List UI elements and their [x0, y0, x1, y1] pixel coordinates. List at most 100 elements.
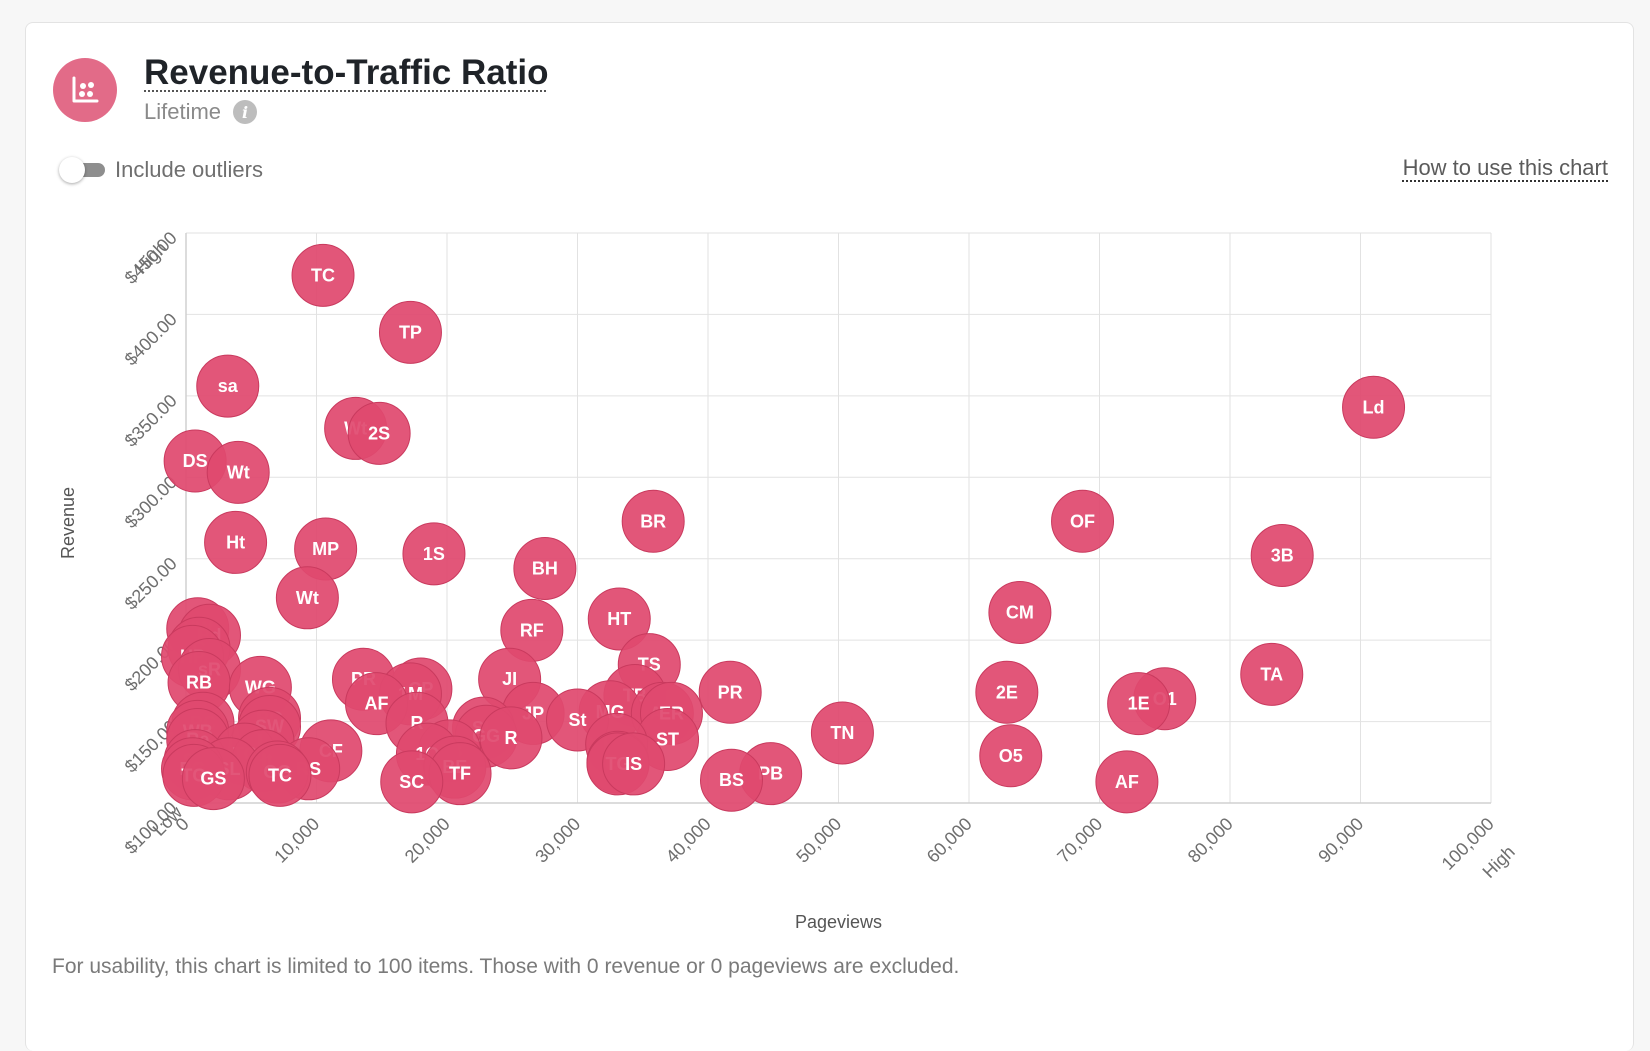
data-point[interactable]: 1S — [402, 522, 466, 586]
data-points: TCTPsaWt2SDSWtLdHtMP1SBRBHOF3BWtRFHTCMHW… — [161, 243, 1406, 814]
point-label: PB — [758, 764, 783, 784]
data-point[interactable]: sa — [196, 354, 260, 418]
point-marker[interactable] — [275, 566, 339, 630]
point-label: 1S — [423, 544, 445, 564]
data-point[interactable]: AF — [1095, 750, 1159, 814]
point-label: BH — [532, 558, 558, 578]
include-outliers-toggle[interactable]: Include outliers — [59, 156, 263, 184]
point-marker[interactable] — [1342, 375, 1406, 439]
point-marker[interactable] — [587, 587, 651, 651]
x-tick-label: 70,000 — [1053, 814, 1106, 867]
point-label: HT — [607, 609, 631, 629]
data-point[interactable]: RB — [167, 650, 231, 714]
point-label: Ht — [226, 532, 245, 552]
data-point[interactable]: Ld — [1342, 375, 1406, 439]
point-marker[interactable] — [181, 747, 245, 811]
data-point[interactable]: SC — [380, 750, 444, 814]
data-point[interactable]: BS — [699, 748, 763, 812]
point-marker[interactable] — [988, 580, 1052, 644]
point-label: Wt — [227, 462, 250, 482]
x-tick-label: 50,000 — [792, 814, 845, 867]
data-point[interactable]: 3B — [1250, 523, 1314, 587]
chart-card: Revenue-to-Traffic Ratio Lifetime i Incl… — [25, 22, 1634, 1051]
point-marker[interactable] — [204, 510, 268, 574]
point-marker[interactable] — [1250, 523, 1314, 587]
data-point[interactable]: Wt — [275, 566, 339, 630]
point-marker[interactable] — [621, 489, 685, 553]
y-tick-label: $400.00 — [121, 309, 181, 369]
point-marker[interactable] — [975, 660, 1039, 724]
data-point[interactable]: IS — [602, 732, 666, 796]
scatter-chart: 0 10,000 20,000 30,000 40,000 50,000 60,000 70,… — [58, 228, 1519, 932]
data-point[interactable]: TA — [1240, 642, 1304, 706]
data-point[interactable]: GS — [181, 747, 245, 811]
point-marker[interactable] — [378, 300, 442, 364]
x-high-label: High — [1479, 842, 1519, 882]
point-label: O5 — [999, 746, 1023, 766]
data-point[interactable]: 1E — [1107, 672, 1171, 736]
point-marker[interactable] — [479, 706, 543, 770]
point-label: CM — [1006, 602, 1034, 622]
x-tick-label: 10,000 — [270, 814, 323, 867]
point-marker[interactable] — [291, 243, 355, 307]
point-label: AF — [365, 694, 389, 714]
data-point[interactable]: CM — [988, 580, 1052, 644]
data-point[interactable]: PR — [698, 660, 762, 724]
point-marker[interactable] — [1095, 750, 1159, 814]
data-point[interactable]: 2S — [347, 401, 411, 465]
data-point[interactable]: 2E — [975, 660, 1039, 724]
how-to-use-link[interactable]: How to use this chart — [1402, 155, 1608, 180]
point-label: 2E — [996, 682, 1018, 702]
data-point[interactable]: OF — [1051, 489, 1115, 553]
data-point[interactable]: TP — [378, 300, 442, 364]
y-axis-title: Revenue — [58, 487, 78, 559]
point-marker[interactable] — [602, 732, 666, 796]
point-marker[interactable] — [1051, 489, 1115, 553]
point-marker[interactable] — [380, 750, 444, 814]
point-label: PR — [718, 682, 743, 702]
point-label: TC — [311, 265, 335, 285]
info-icon[interactable]: i — [233, 100, 258, 124]
data-point[interactable]: MP — [294, 517, 358, 581]
toggle-switch[interactable] — [59, 156, 105, 184]
point-label: sa — [218, 376, 239, 396]
data-point[interactable]: HT — [587, 587, 651, 651]
point-label: 2S — [368, 423, 390, 443]
point-label: RB — [186, 672, 212, 692]
point-label: SC — [399, 772, 424, 792]
point-label: TA — [1260, 664, 1283, 684]
data-point[interactable]: TC — [248, 743, 312, 807]
data-point[interactable]: TN — [810, 701, 874, 765]
data-point[interactable]: BH — [513, 536, 577, 600]
point-marker[interactable] — [513, 536, 577, 600]
point-label: BR — [640, 511, 666, 531]
point-marker[interactable] — [248, 743, 312, 807]
point-label: ST — [656, 729, 679, 749]
point-marker[interactable] — [1107, 672, 1171, 736]
point-label: RF — [520, 620, 544, 640]
point-label: TP — [399, 322, 422, 342]
data-point[interactable]: R — [479, 706, 543, 770]
point-label: St — [569, 710, 587, 730]
data-point[interactable]: Wt — [206, 440, 270, 504]
point-marker[interactable] — [1240, 642, 1304, 706]
point-marker[interactable] — [810, 701, 874, 765]
point-marker[interactable] — [699, 748, 763, 812]
point-marker[interactable] — [402, 522, 466, 586]
data-point[interactable]: TC — [291, 243, 355, 307]
y-tick-label: $250.00 — [121, 553, 181, 613]
point-marker[interactable] — [196, 354, 260, 418]
data-point[interactable]: O5 — [979, 724, 1043, 788]
point-marker[interactable] — [698, 660, 762, 724]
chart-title[interactable]: Revenue-to-Traffic Ratio — [144, 53, 549, 92]
point-label: OF — [1070, 511, 1095, 531]
data-point[interactable]: BR — [621, 489, 685, 553]
point-marker[interactable] — [206, 440, 270, 504]
data-point[interactable]: TF — [428, 742, 492, 806]
data-point[interactable]: RF — [500, 598, 564, 662]
data-point[interactable]: Ht — [204, 510, 268, 574]
point-label: JI — [502, 669, 517, 689]
point-marker[interactable] — [347, 401, 411, 465]
point-marker[interactable] — [979, 724, 1043, 788]
toggle-label: Include outliers — [115, 157, 263, 182]
